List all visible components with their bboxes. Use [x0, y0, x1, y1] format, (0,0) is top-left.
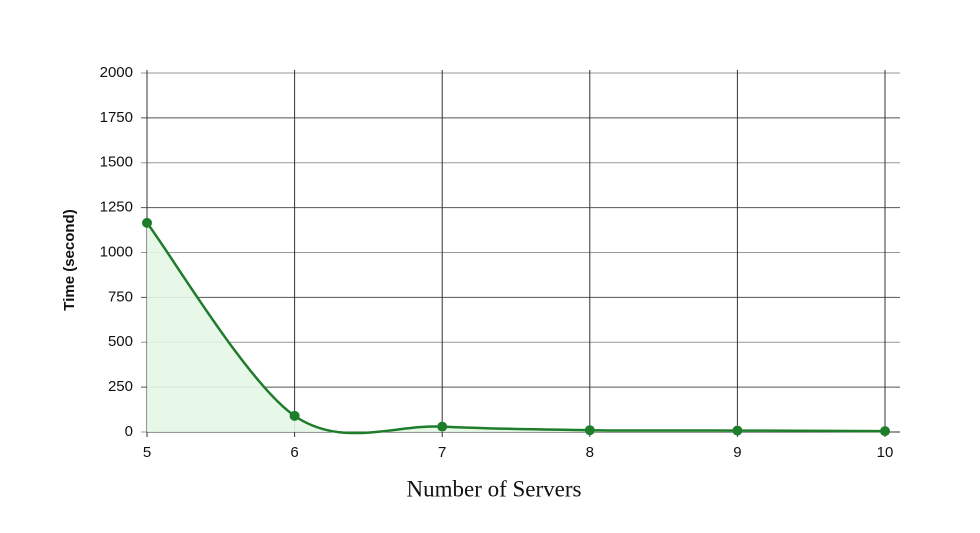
x-tick-label: 8	[586, 444, 594, 461]
y-tick-label: 750	[108, 288, 133, 305]
y-tick-label: 250	[108, 378, 133, 395]
y-tick-label: 1000	[100, 243, 133, 260]
y-tick-label: 1500	[100, 154, 133, 171]
y-tick-label: 500	[108, 333, 133, 350]
y-tick-label: 1750	[100, 109, 133, 126]
line	[146, 222, 886, 435]
x-tick-label: 7	[438, 444, 446, 461]
x-tick-label: 9	[733, 444, 741, 461]
area	[147, 222, 885, 434]
y-tick-label: 0	[125, 423, 133, 440]
data-point	[142, 217, 152, 228]
data-point	[289, 410, 300, 421]
data-point	[584, 425, 595, 436]
data-point	[880, 426, 890, 437]
x-tick-label: 10	[877, 444, 894, 461]
x-tick-label: 6	[290, 444, 298, 461]
x-axis-label: Number of Servers	[406, 476, 581, 501]
data-point	[732, 425, 743, 436]
y-tick-label: 1250	[100, 199, 133, 216]
y-tick-label: 2000	[100, 64, 133, 81]
y-axis-label: Time (second)	[61, 209, 78, 310]
x-tick-label: 5	[143, 444, 151, 461]
data-point	[437, 421, 448, 432]
